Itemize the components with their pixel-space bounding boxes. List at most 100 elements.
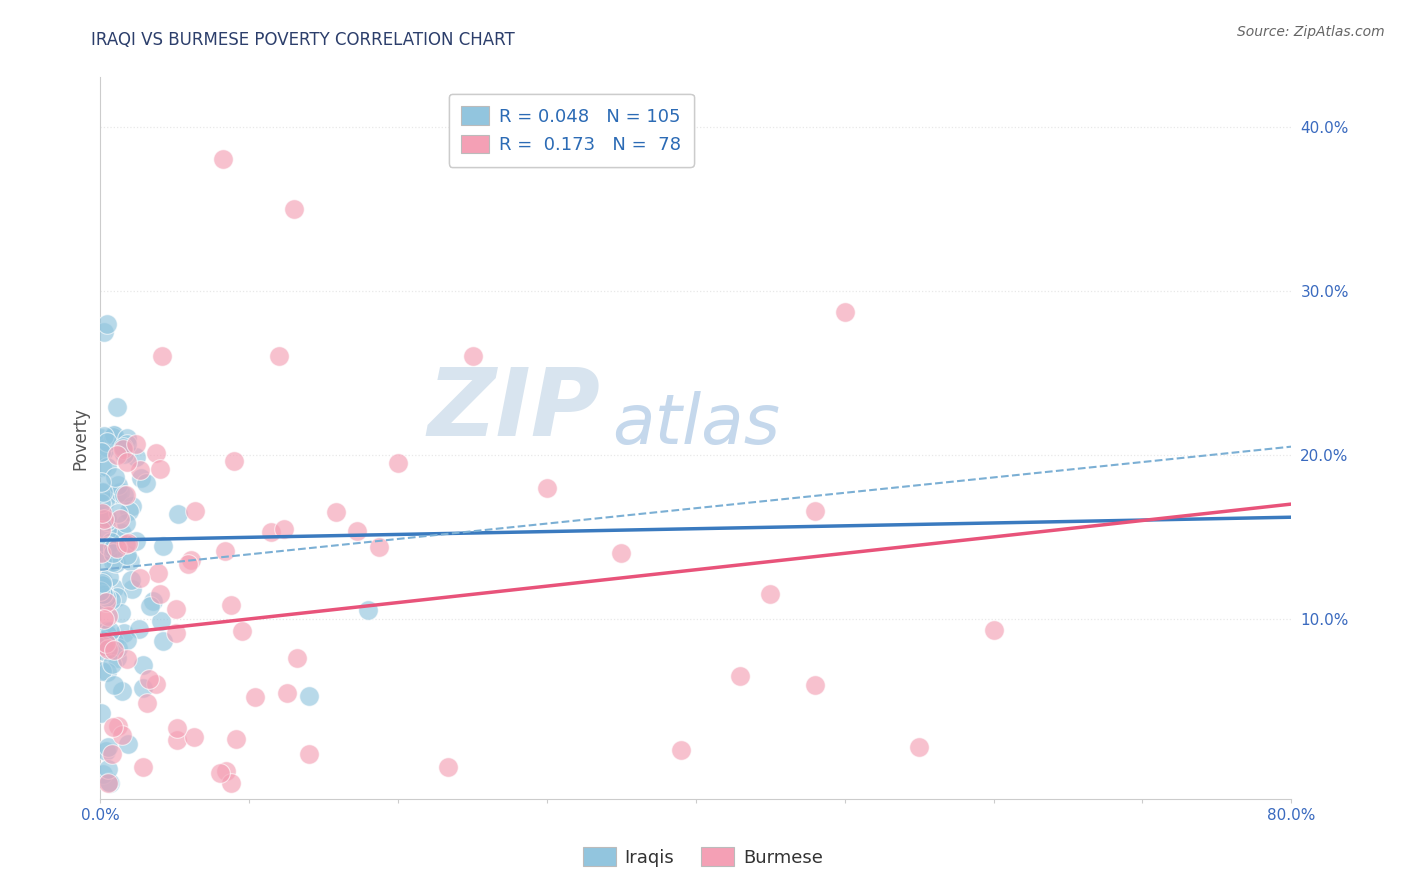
Point [110, 512, 132, 526]
Point [117, 535, 139, 549]
Point [139, 599, 162, 613]
Point [107, 478, 129, 492]
Point [93, 593, 115, 607]
Point [93, 640, 115, 654]
Point [152, 539, 174, 553]
Point [101, 555, 124, 569]
Point [357, 603, 380, 617]
Point [135, 475, 157, 490]
Point [94, 744, 117, 758]
Point [128, 463, 150, 477]
Point [103, 678, 125, 692]
Point [121, 499, 143, 513]
Point [94, 624, 117, 639]
Point [91, 485, 114, 500]
Point [908, 739, 931, 754]
Point [180, 553, 202, 567]
Point [97, 641, 120, 656]
Point [243, 690, 266, 705]
Point [111, 684, 134, 698]
Point [91, 554, 114, 568]
Point [100, 657, 122, 671]
Point [131, 760, 153, 774]
Point [90, 475, 112, 490]
Point [166, 507, 188, 521]
Point [214, 543, 236, 558]
Point [166, 732, 188, 747]
Point [90, 496, 112, 510]
Point [267, 350, 290, 364]
Point [107, 506, 129, 520]
Point [93, 612, 115, 626]
Point [90, 546, 112, 560]
Point [125, 534, 148, 549]
Point [165, 602, 187, 616]
Point [103, 634, 125, 648]
Point [90, 445, 112, 459]
Point [98, 775, 121, 789]
Point [105, 556, 128, 570]
Point [148, 566, 170, 580]
Point [108, 484, 131, 499]
Point [804, 677, 827, 691]
Point [260, 525, 283, 540]
Point [93, 588, 115, 602]
Point [212, 153, 235, 167]
Point [96, 524, 118, 538]
Point [96, 434, 118, 449]
Point [107, 719, 129, 733]
Point [117, 455, 139, 469]
Point [105, 651, 128, 665]
Point [91, 581, 114, 595]
Point [91, 576, 114, 591]
Point [129, 471, 152, 485]
Point [111, 728, 134, 742]
Point [283, 202, 305, 216]
Point [100, 776, 122, 790]
Point [93, 577, 115, 591]
Point [225, 731, 247, 746]
Point [111, 526, 134, 541]
Point [96, 590, 118, 604]
Point [90, 509, 112, 524]
Point [90, 460, 112, 475]
Point [177, 558, 200, 572]
Point [219, 598, 242, 612]
Point [183, 730, 205, 744]
Point [273, 522, 295, 536]
Point [121, 582, 143, 597]
Point [115, 488, 138, 502]
Point [96, 514, 118, 528]
Point [91, 578, 114, 592]
Point [90, 431, 112, 445]
Point [138, 673, 160, 687]
Point [104, 469, 127, 483]
Point [149, 614, 172, 628]
Point [97, 608, 120, 623]
Point [91, 767, 114, 781]
Point [224, 453, 246, 467]
Point [759, 587, 782, 601]
Point [165, 626, 187, 640]
Point [96, 665, 118, 679]
Point [96, 627, 118, 641]
Point [96, 440, 118, 454]
Point [96, 459, 118, 474]
Point [96, 317, 118, 331]
Point [152, 350, 174, 364]
Point [101, 747, 124, 762]
Point [669, 743, 692, 757]
Point [346, 524, 368, 539]
Point [221, 776, 243, 790]
Point [115, 548, 138, 562]
Point [115, 516, 138, 531]
Point [231, 624, 253, 639]
Text: atlas: atlas [613, 391, 780, 458]
Point [610, 546, 633, 560]
Text: Source: ZipAtlas.com: Source: ZipAtlas.com [1237, 25, 1385, 39]
Point [128, 571, 150, 585]
Point [105, 591, 128, 605]
Point [115, 632, 138, 647]
Point [110, 607, 132, 621]
Point [112, 442, 135, 456]
